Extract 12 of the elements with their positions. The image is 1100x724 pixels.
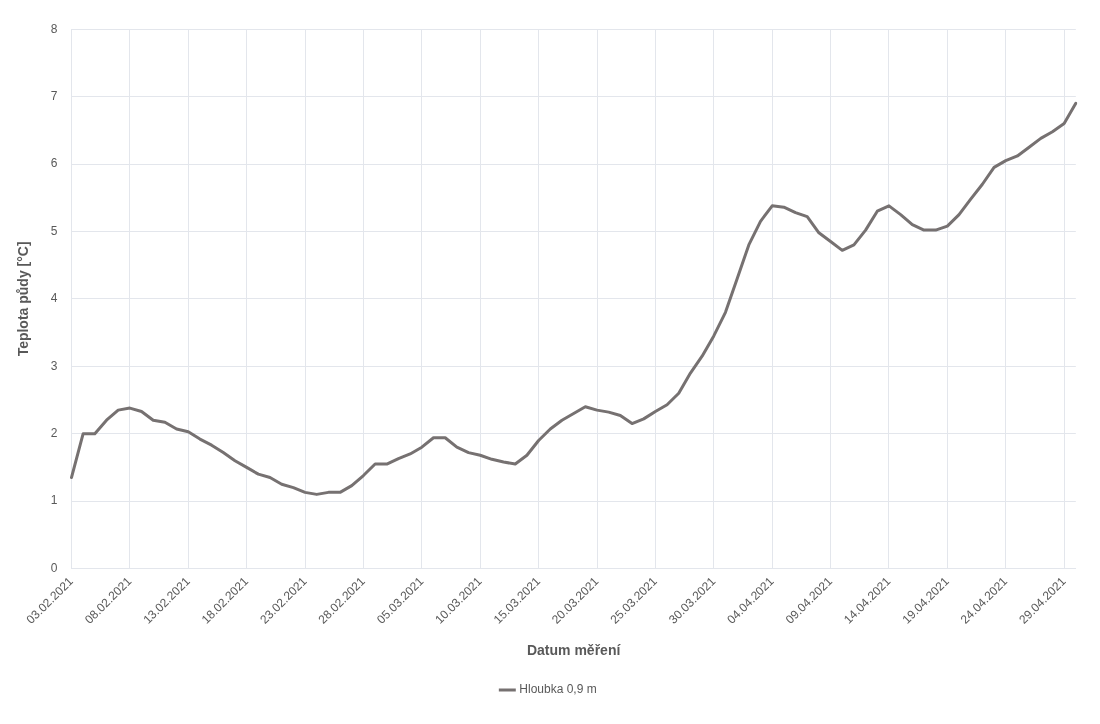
y-axis-title: Teplota půdy [°C] bbox=[15, 241, 32, 357]
x-axis-title: Datum měření bbox=[526, 642, 622, 659]
legend-label: Hloubka 0,9 m bbox=[519, 682, 597, 697]
y-tick-label: 4 bbox=[50, 291, 58, 306]
y-tick-label: 3 bbox=[50, 358, 58, 373]
y-tick-label: 6 bbox=[50, 156, 58, 171]
y-tick-label: 1 bbox=[50, 493, 58, 508]
y-tick-label: 5 bbox=[50, 223, 58, 238]
y-tick-label: 8 bbox=[50, 21, 58, 36]
y-tick-label: 2 bbox=[50, 426, 58, 441]
y-tick-label: 7 bbox=[50, 88, 58, 103]
y-tick-label: 0 bbox=[50, 560, 58, 575]
